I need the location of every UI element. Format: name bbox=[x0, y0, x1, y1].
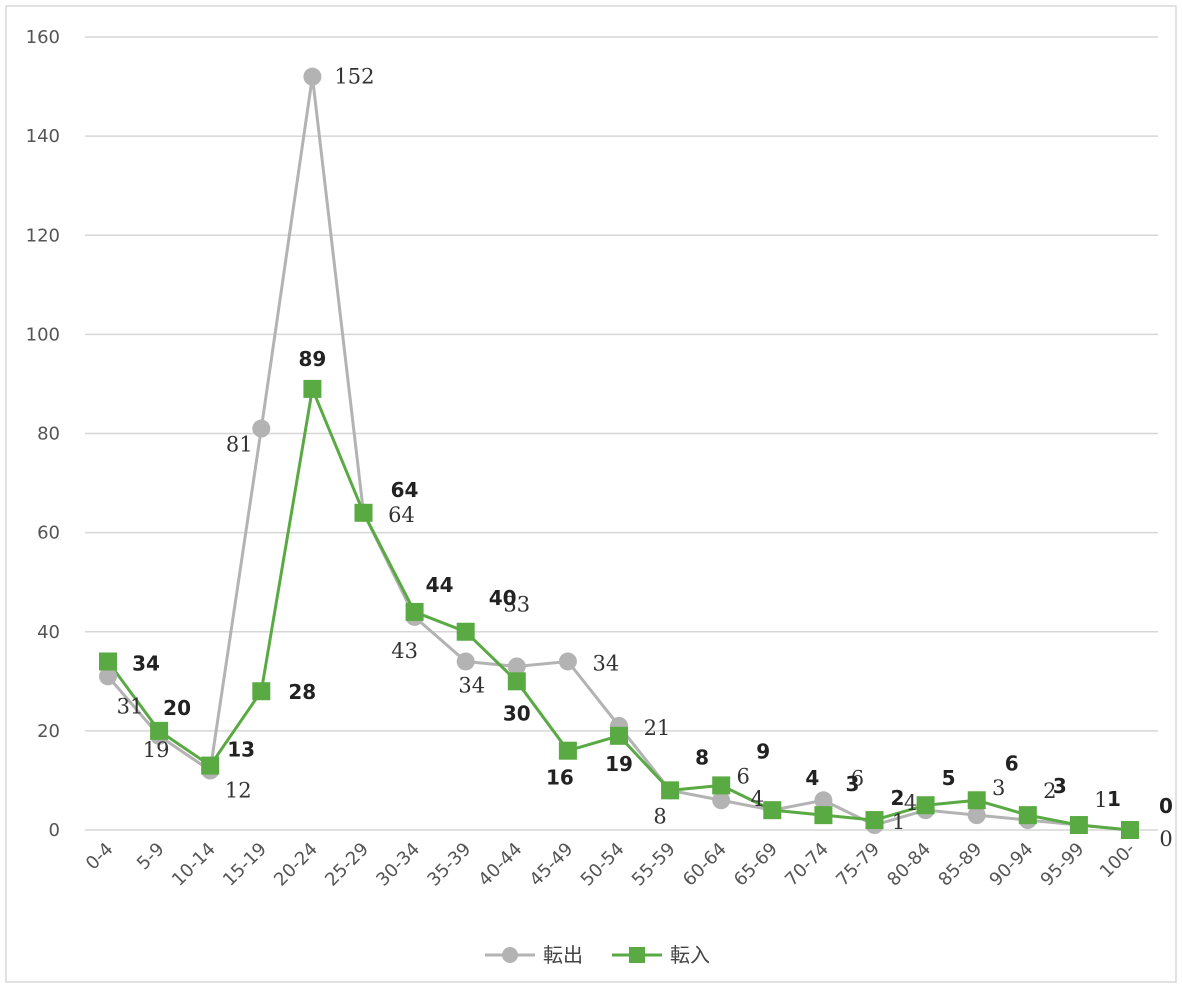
legend-label: 転入 bbox=[670, 943, 710, 967]
data-label: 28 bbox=[288, 680, 316, 704]
data-label: 64 bbox=[391, 478, 419, 502]
data-point bbox=[456, 652, 475, 671]
y-tick-label: 160 bbox=[26, 27, 60, 48]
data-point bbox=[1121, 821, 1139, 839]
data-label: 19 bbox=[605, 752, 633, 776]
legend-item: 転入 bbox=[612, 943, 710, 967]
legend-marker bbox=[629, 947, 645, 963]
data-label: 0 bbox=[1159, 794, 1173, 818]
data-label: 33 bbox=[503, 592, 530, 616]
data-point bbox=[99, 652, 117, 671]
data-label: 34 bbox=[458, 673, 485, 697]
data-label: 8 bbox=[653, 804, 666, 828]
data-label: 6 bbox=[737, 764, 750, 788]
y-axis: 0 20 40 60 80 100 120 140 160 bbox=[26, 27, 60, 841]
data-label: 3 bbox=[845, 772, 859, 796]
data-label: 64 bbox=[388, 503, 415, 527]
chart-frame bbox=[5, 5, 1177, 983]
data-point bbox=[405, 602, 424, 621]
data-label: 21 bbox=[644, 716, 671, 740]
data-point bbox=[150, 721, 169, 740]
legend-label: 転出 bbox=[543, 943, 583, 967]
data-label: 152 bbox=[334, 65, 374, 89]
data-point bbox=[967, 806, 986, 825]
data-point bbox=[558, 652, 577, 671]
data-point bbox=[303, 67, 322, 86]
data-label: 2 bbox=[1043, 779, 1056, 803]
data-point bbox=[712, 776, 731, 795]
data-point bbox=[763, 801, 782, 820]
data-point bbox=[865, 811, 884, 830]
data-point bbox=[1069, 816, 1088, 835]
y-tick-label: 60 bbox=[37, 523, 60, 544]
data-point bbox=[201, 756, 220, 775]
data-point bbox=[99, 667, 117, 686]
y-tick-label: 100 bbox=[26, 324, 60, 345]
data-point bbox=[507, 672, 526, 691]
data-label: 9 bbox=[756, 739, 770, 763]
legend-item: 転出 bbox=[485, 943, 583, 967]
data-label: 31 bbox=[117, 694, 144, 718]
y-tick-label: 80 bbox=[37, 424, 60, 445]
data-point bbox=[712, 791, 731, 810]
data-label: 40 bbox=[489, 586, 517, 610]
data-point bbox=[916, 796, 935, 815]
data-label: 44 bbox=[426, 573, 454, 597]
data-label: 1 bbox=[1107, 787, 1121, 811]
y-tick-label: 20 bbox=[37, 721, 60, 742]
data-point bbox=[354, 503, 373, 522]
data-label: 81 bbox=[226, 433, 253, 457]
data-point bbox=[814, 791, 833, 810]
legend-marker bbox=[502, 947, 518, 963]
data-label: 0 bbox=[1159, 827, 1172, 851]
data-point bbox=[507, 657, 526, 676]
data-label: 12 bbox=[225, 779, 252, 803]
y-tick-label: 140 bbox=[26, 126, 60, 147]
data-label: 20 bbox=[163, 696, 191, 720]
data-label: 43 bbox=[391, 639, 418, 663]
data-point bbox=[303, 379, 322, 398]
data-point bbox=[610, 726, 628, 745]
data-point bbox=[558, 741, 577, 760]
data-label: 2 bbox=[891, 786, 905, 810]
data-label: 34 bbox=[593, 651, 620, 675]
data-label: 89 bbox=[298, 347, 326, 371]
data-label: 6 bbox=[851, 766, 864, 790]
data-point bbox=[456, 622, 475, 641]
data-label: 1 bbox=[892, 810, 905, 834]
data-point bbox=[661, 781, 680, 800]
data-label: 3 bbox=[1053, 774, 1067, 798]
y-tick-label: 40 bbox=[37, 622, 60, 643]
data-label: 4 bbox=[751, 787, 764, 811]
data-label: 16 bbox=[546, 766, 574, 790]
legend: 転出 転入 bbox=[485, 943, 710, 967]
data-label: 19 bbox=[143, 738, 170, 762]
data-point bbox=[814, 806, 833, 825]
data-label: 1 bbox=[1094, 788, 1107, 812]
y-tick-label: 120 bbox=[26, 225, 60, 246]
data-label: 5 bbox=[942, 766, 956, 790]
data-label: 34 bbox=[132, 651, 160, 675]
data-label: 3 bbox=[992, 776, 1005, 800]
series-markers bbox=[99, 67, 1139, 839]
data-point bbox=[252, 682, 271, 701]
data-point bbox=[967, 791, 986, 810]
data-point bbox=[252, 419, 271, 438]
data-label: 8 bbox=[695, 745, 709, 769]
data-label: 6 bbox=[1005, 751, 1019, 775]
data-label: 30 bbox=[503, 701, 531, 725]
data-label: 4 bbox=[904, 791, 917, 815]
y-tick-label: 0 bbox=[49, 820, 60, 841]
data-label: 13 bbox=[227, 738, 255, 762]
data-label: 4 bbox=[805, 766, 819, 790]
data-point bbox=[1018, 806, 1037, 825]
